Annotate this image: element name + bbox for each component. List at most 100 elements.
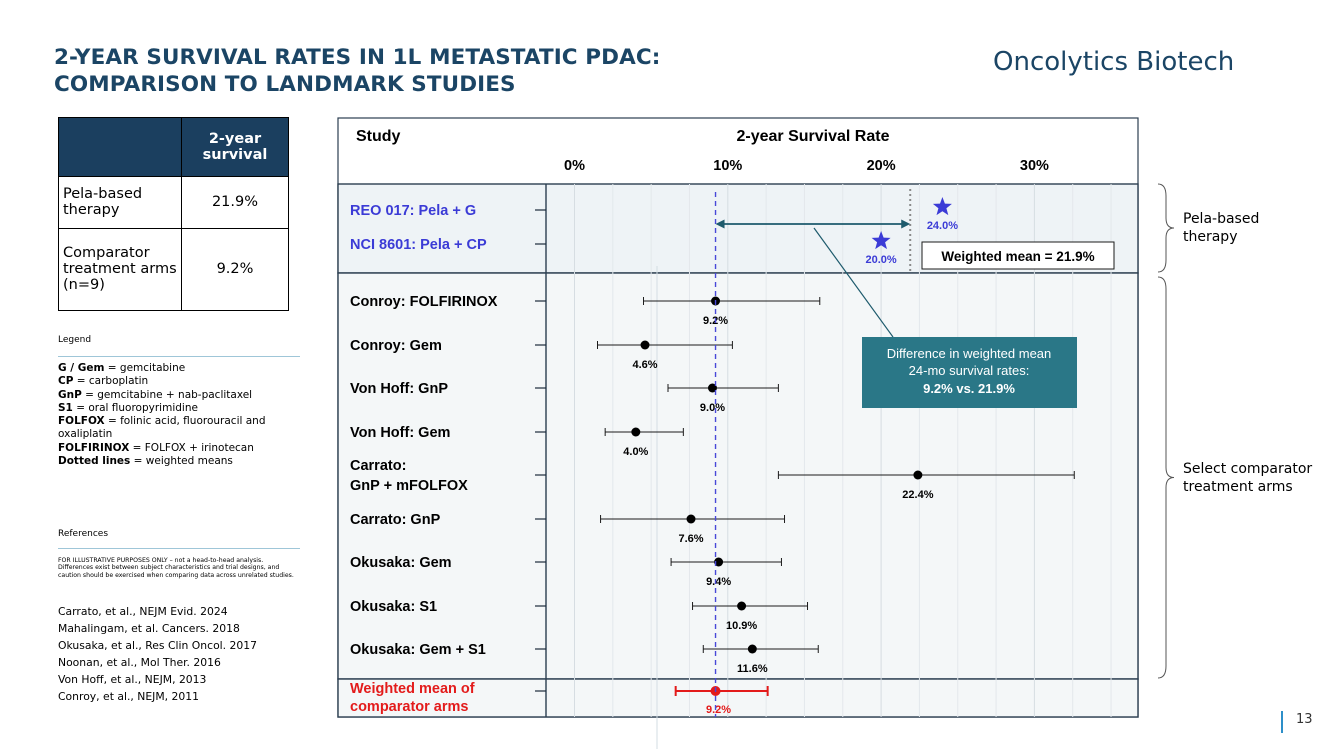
pela-row-label: NCI 8601: Pela + CP [350, 237, 487, 253]
difference-callout-line1: Difference in weighted mean [887, 346, 1052, 361]
brace-label-pela-line2: therapy [1183, 229, 1238, 245]
reference-item: Carrato, et al., NEJM Evid. 2024 [58, 605, 228, 618]
legend-item: Dotted lines = weighted means [58, 455, 293, 468]
weighted-mean-row-label: Weighted mean of [350, 681, 475, 697]
comparator-row-label: Carrato: [350, 458, 406, 474]
legend-definition: = gemcitabine [104, 362, 186, 374]
value-label: 11.6% [737, 663, 768, 675]
x-tick-label: 30% [1020, 158, 1049, 174]
legend-definition: = FOLFOX + irinotecan [129, 441, 254, 454]
summary-row-label: Comparator treatment arms (n=9) [58, 227, 182, 312]
legend-item: FOLFOX = folinic acid, fluorouracil and … [58, 415, 293, 442]
value-label: 9.4% [706, 576, 731, 588]
point-estimate [747, 644, 757, 654]
point-estimate [631, 427, 641, 437]
pela-row-label: REO 017: Pela + G [350, 203, 476, 219]
page-title-line2: COMPARISON TO LANDMARK STUDIES [54, 72, 516, 97]
chart-title: 2-year Survival Rate [737, 128, 890, 145]
point-estimate [707, 383, 717, 393]
legend-definition: = gemcitabine + nab-paclitaxel [81, 388, 253, 401]
reference-item: Conroy, et al., NEJM, 2011 [58, 690, 200, 703]
difference-callout-line3: 9.2% vs. 21.9% [923, 381, 1015, 396]
value-label: 4.0% [623, 446, 648, 458]
x-tick-label: 10% [713, 158, 742, 174]
value-label: 9.0% [700, 402, 725, 414]
legend-definition: = folinic acid, fluorouracil and oxalipl… [58, 415, 266, 441]
weighted-mean-panel [337, 678, 1139, 718]
legend-item: G / Gem = gemcitabine [58, 362, 293, 375]
pela-value-label: 24.0% [927, 220, 958, 232]
summary-table: 2-year survival Pela-based therapy 21.9%… [58, 116, 289, 312]
legend-item: CP = carboplatin [58, 375, 293, 388]
legend-term: FOLFIRINOX [58, 441, 130, 454]
company-name: Oncolytics Biotech [993, 47, 1235, 77]
point-estimate [737, 601, 747, 611]
comparator-row-label: Von Hoff: GnP [350, 381, 448, 397]
legend-item: S1 = oral fluoropyrimidine [58, 402, 293, 415]
reference-item: Noonan, et al., Mol Ther. 2016 [58, 656, 221, 669]
pela-weighted-mean-box [921, 241, 1115, 270]
page-number-bar [1281, 711, 1283, 733]
comparator-row-label: Okusaka: Gem [350, 555, 452, 571]
legend-item: FOLFIRINOX = FOLFOX + irinotecan [58, 442, 293, 455]
x-tick-label: 0% [564, 158, 585, 174]
difference-arrow-head-right [901, 219, 911, 229]
reference-list: Carrato, et al., NEJM Evid. 2024 Mahaling… [58, 603, 257, 705]
pela-value-label: 20.0% [865, 254, 896, 266]
comparator-row-label: GnP + mFOLFOX [350, 478, 468, 494]
brace-label-comparator-line2: treatment arms [1183, 479, 1293, 495]
comparator-row-label: Von Hoff: Gem [350, 425, 450, 441]
comparator-panel [337, 272, 1139, 680]
value-label: 10.9% [726, 620, 757, 632]
legend-list: G / Gem = gemcitabine CP = carboplatin GnP… [58, 362, 293, 468]
value-label: 22.4% [902, 489, 933, 501]
legend-rule [58, 356, 300, 357]
references-heading: References [58, 529, 109, 539]
brace-label-pela: Pela-based therapy [1183, 210, 1259, 246]
column-header-study: Study [356, 128, 401, 145]
point-estimate [714, 557, 724, 567]
summary-header: 2-year survival [181, 116, 289, 178]
pela-weighted-mean-label: Weighted mean = 21.9% [941, 249, 1094, 264]
difference-arrow-head-left [715, 219, 725, 229]
comparator-row-label: Carrato: GnP [350, 512, 441, 528]
comparator-row-label: Okusaka: S1 [350, 599, 437, 615]
page-title-line1: 2-YEAR SURVIVAL RATES IN 1L METASTATIC P… [54, 45, 661, 70]
point-estimate [640, 340, 650, 350]
legend-heading: Legend [58, 335, 92, 345]
legend-term: Dotted lines [58, 455, 131, 468]
brace-pela [1157, 183, 1175, 273]
legend-definition: = carboplatin [73, 375, 149, 388]
summary-row-value: 21.9% [181, 176, 289, 229]
point-estimate [913, 470, 923, 480]
summary-row-label: Pela-based therapy [58, 176, 182, 229]
legend-definition: = oral fluoropyrimidine [72, 401, 198, 414]
comparator-row-label: Conroy: FOLFIRINOX [350, 294, 498, 310]
brace-label-pela-line1: Pela-based [1183, 211, 1260, 227]
brace-label-comparator-line1: Select comparator [1183, 461, 1313, 477]
comparator-row-label: Conroy: Gem [350, 338, 442, 354]
star-marker [932, 197, 952, 216]
legend-term: FOLFOX [58, 415, 105, 428]
page-number: 13 [1296, 712, 1313, 727]
brace-label-comparator: Select comparator treatment arms [1183, 460, 1312, 496]
reference-item: Okusaka, et al., Res Clin Oncol. 2017 [58, 639, 258, 652]
comparator-row-label: Okusaka: Gem + S1 [350, 642, 486, 658]
weighted-mean-row-label: comparator arms [350, 699, 468, 715]
brace-comparator [1157, 276, 1175, 679]
legend-definition: = weighted means [130, 455, 233, 468]
reference-item: Von Hoff, et al., NEJM, 2013 [58, 673, 207, 686]
legend-item: GnP = gemcitabine + nab-paclitaxel [58, 389, 293, 402]
point-estimate [686, 514, 696, 524]
legend-term: CP [58, 375, 74, 388]
difference-callout-line2: 24-mo survival rates: [909, 363, 1030, 378]
page-title: 2-YEAR SURVIVAL RATES IN 1L METASTATIC P… [54, 44, 660, 98]
legend-term: S1 [58, 401, 73, 414]
legend-term: G / Gem [58, 362, 105, 374]
value-label: 4.6% [632, 359, 657, 371]
x-tick-label: 20% [867, 158, 896, 174]
star-marker [871, 231, 891, 250]
references-rule [58, 548, 300, 549]
value-label: 7.6% [678, 533, 703, 545]
